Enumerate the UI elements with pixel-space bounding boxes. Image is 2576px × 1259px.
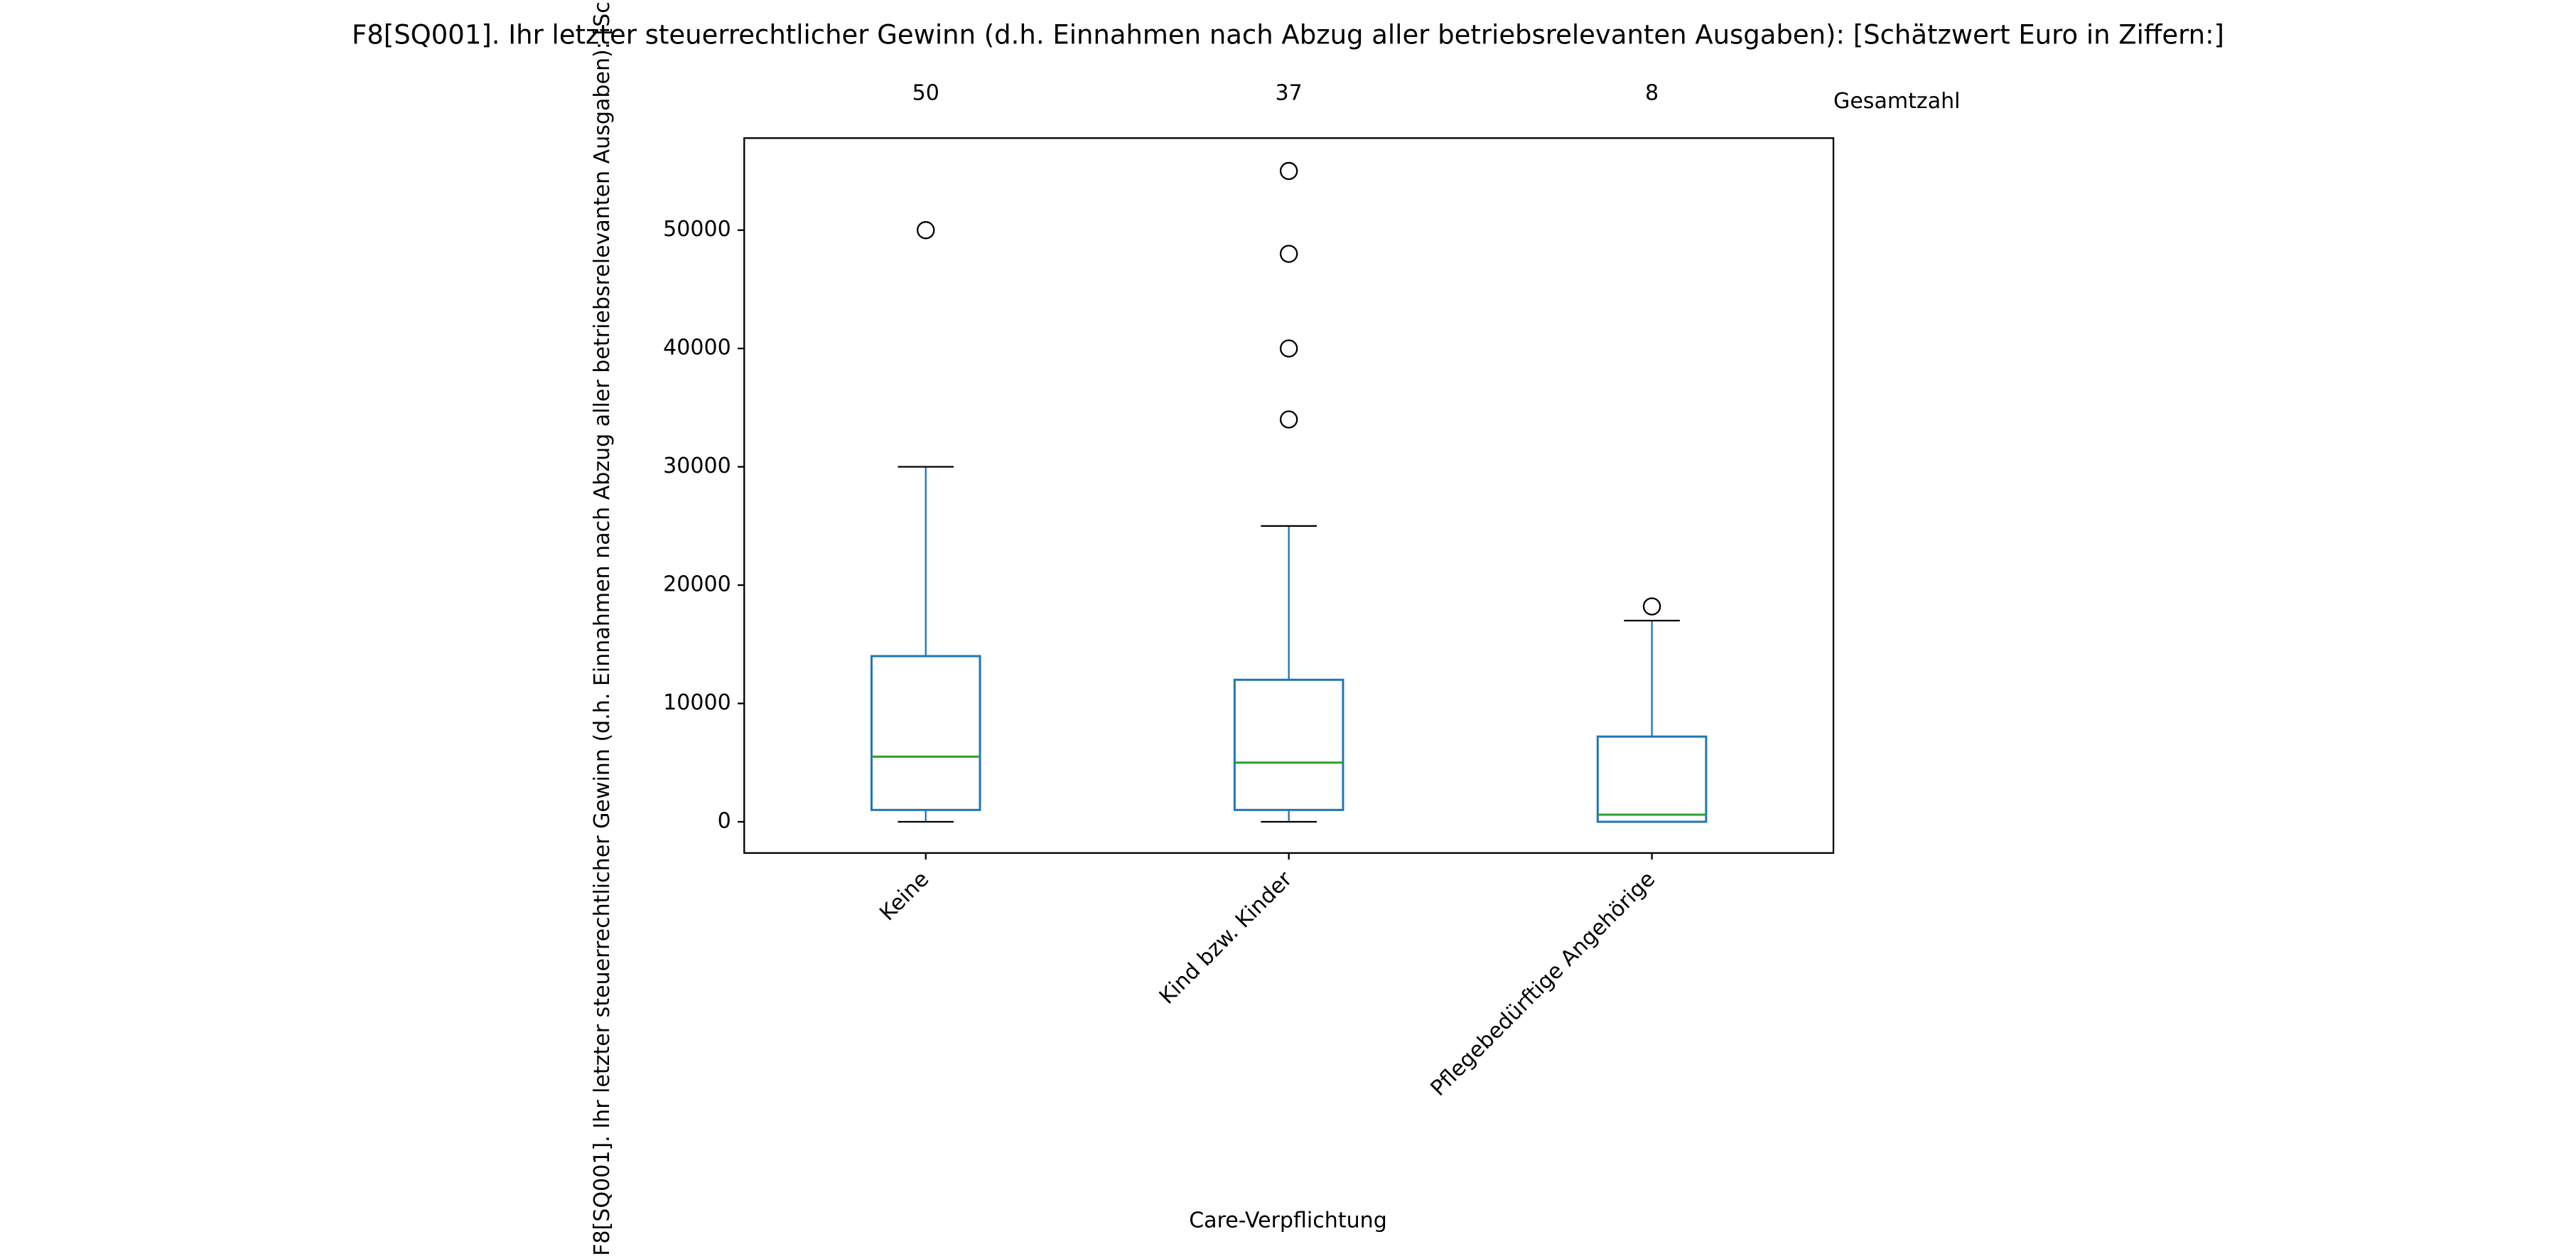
x-tick-label: Pflegebedürftige Angehörige — [1426, 867, 1661, 1101]
box — [1596, 735, 1708, 823]
x-tick-label: Keine — [875, 867, 934, 926]
count: 8 — [1645, 80, 1659, 105]
outlier — [1279, 339, 1298, 358]
outlier — [1279, 245, 1298, 263]
y-tick-label: 30000 — [663, 454, 731, 478]
outlier — [1279, 161, 1298, 181]
y-tick-label: 10000 — [663, 690, 731, 715]
y-tick-label: 20000 — [663, 572, 731, 597]
box — [870, 655, 981, 811]
outlier — [917, 221, 935, 240]
count-label: Gesamtzahl — [1833, 89, 1960, 114]
outlier — [1642, 597, 1661, 616]
box — [1233, 678, 1344, 811]
y-tick-label: 50000 — [663, 217, 731, 242]
outlier — [1279, 410, 1298, 429]
x-axis-label: Care-Verpflichtung — [1189, 1208, 1387, 1233]
count: 50 — [912, 80, 939, 105]
count: 37 — [1276, 80, 1303, 105]
chart-title: F8[SQ001]. Ihr letzter steuerrechtlicher… — [352, 19, 2224, 50]
y-tick-label: 0 — [718, 808, 731, 833]
y-axis-label: F8[SQ001]. Ihr letzter steuerrechtlicher… — [590, 0, 615, 1256]
x-tick-label: Kind bzw. Kinder — [1155, 867, 1298, 1009]
y-tick-label: 40000 — [663, 336, 731, 360]
